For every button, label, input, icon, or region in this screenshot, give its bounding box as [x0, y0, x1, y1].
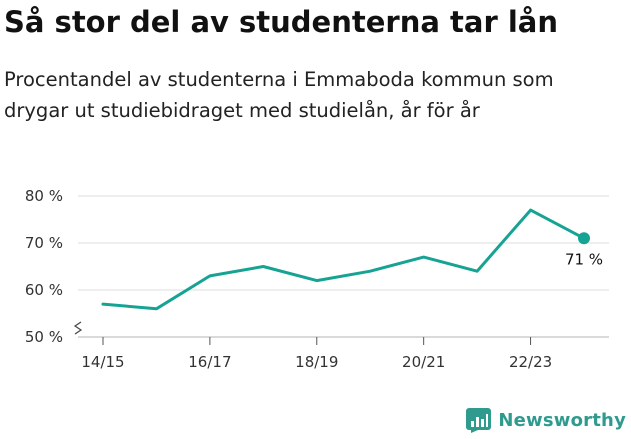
series-line: [101, 208, 586, 311]
gridlines: [73, 195, 609, 338]
x-tick-label: 22/23: [509, 353, 552, 371]
annotations: 71 %: [565, 250, 603, 268]
data-point: [475, 269, 479, 273]
last-data-point: [578, 232, 590, 245]
series-layer: [101, 208, 590, 311]
x-tick-label: 14/15: [81, 353, 124, 371]
data-point: [101, 302, 105, 306]
data-point: [208, 274, 212, 278]
chart-title: Så stor del av studenterna tar lån: [4, 5, 559, 39]
data-point: [368, 269, 372, 273]
newsworthy-brand: Newsworthy: [466, 408, 626, 433]
y-tick-label: 70 %: [25, 234, 63, 252]
data-point: [529, 208, 533, 212]
data-point: [261, 265, 265, 269]
axis-break-mark: [73, 321, 83, 335]
y-axis-tick-labels: 50 % 60 % 70 % 80 %: [25, 187, 63, 346]
last-value-label: 71 %: [565, 250, 603, 268]
y-tick-label: 50 %: [25, 328, 63, 346]
brand-name: Newsworthy: [498, 410, 626, 431]
data-point: [422, 255, 426, 259]
chart-subtitle: Procentandel av studenterna i Emmaboda k…: [4, 68, 554, 122]
data-point: [154, 307, 158, 311]
y-tick-label: 60 %: [25, 281, 63, 299]
line-chart: 50 % 60 % 70 % 80 % 14/15 16/17 18/19 20/21 22/…: [25, 187, 609, 371]
y-tick-label: 80 %: [25, 187, 63, 205]
x-tick-label: 20/21: [402, 353, 445, 371]
data-point: [315, 279, 319, 283]
x-tick-label: 18/19: [295, 353, 338, 371]
newsworthy-logo-icon: [466, 408, 492, 433]
x-tick-label: 16/17: [188, 353, 231, 371]
x-axis: 14/15 16/17 18/19 20/21 22/23: [81, 337, 552, 371]
